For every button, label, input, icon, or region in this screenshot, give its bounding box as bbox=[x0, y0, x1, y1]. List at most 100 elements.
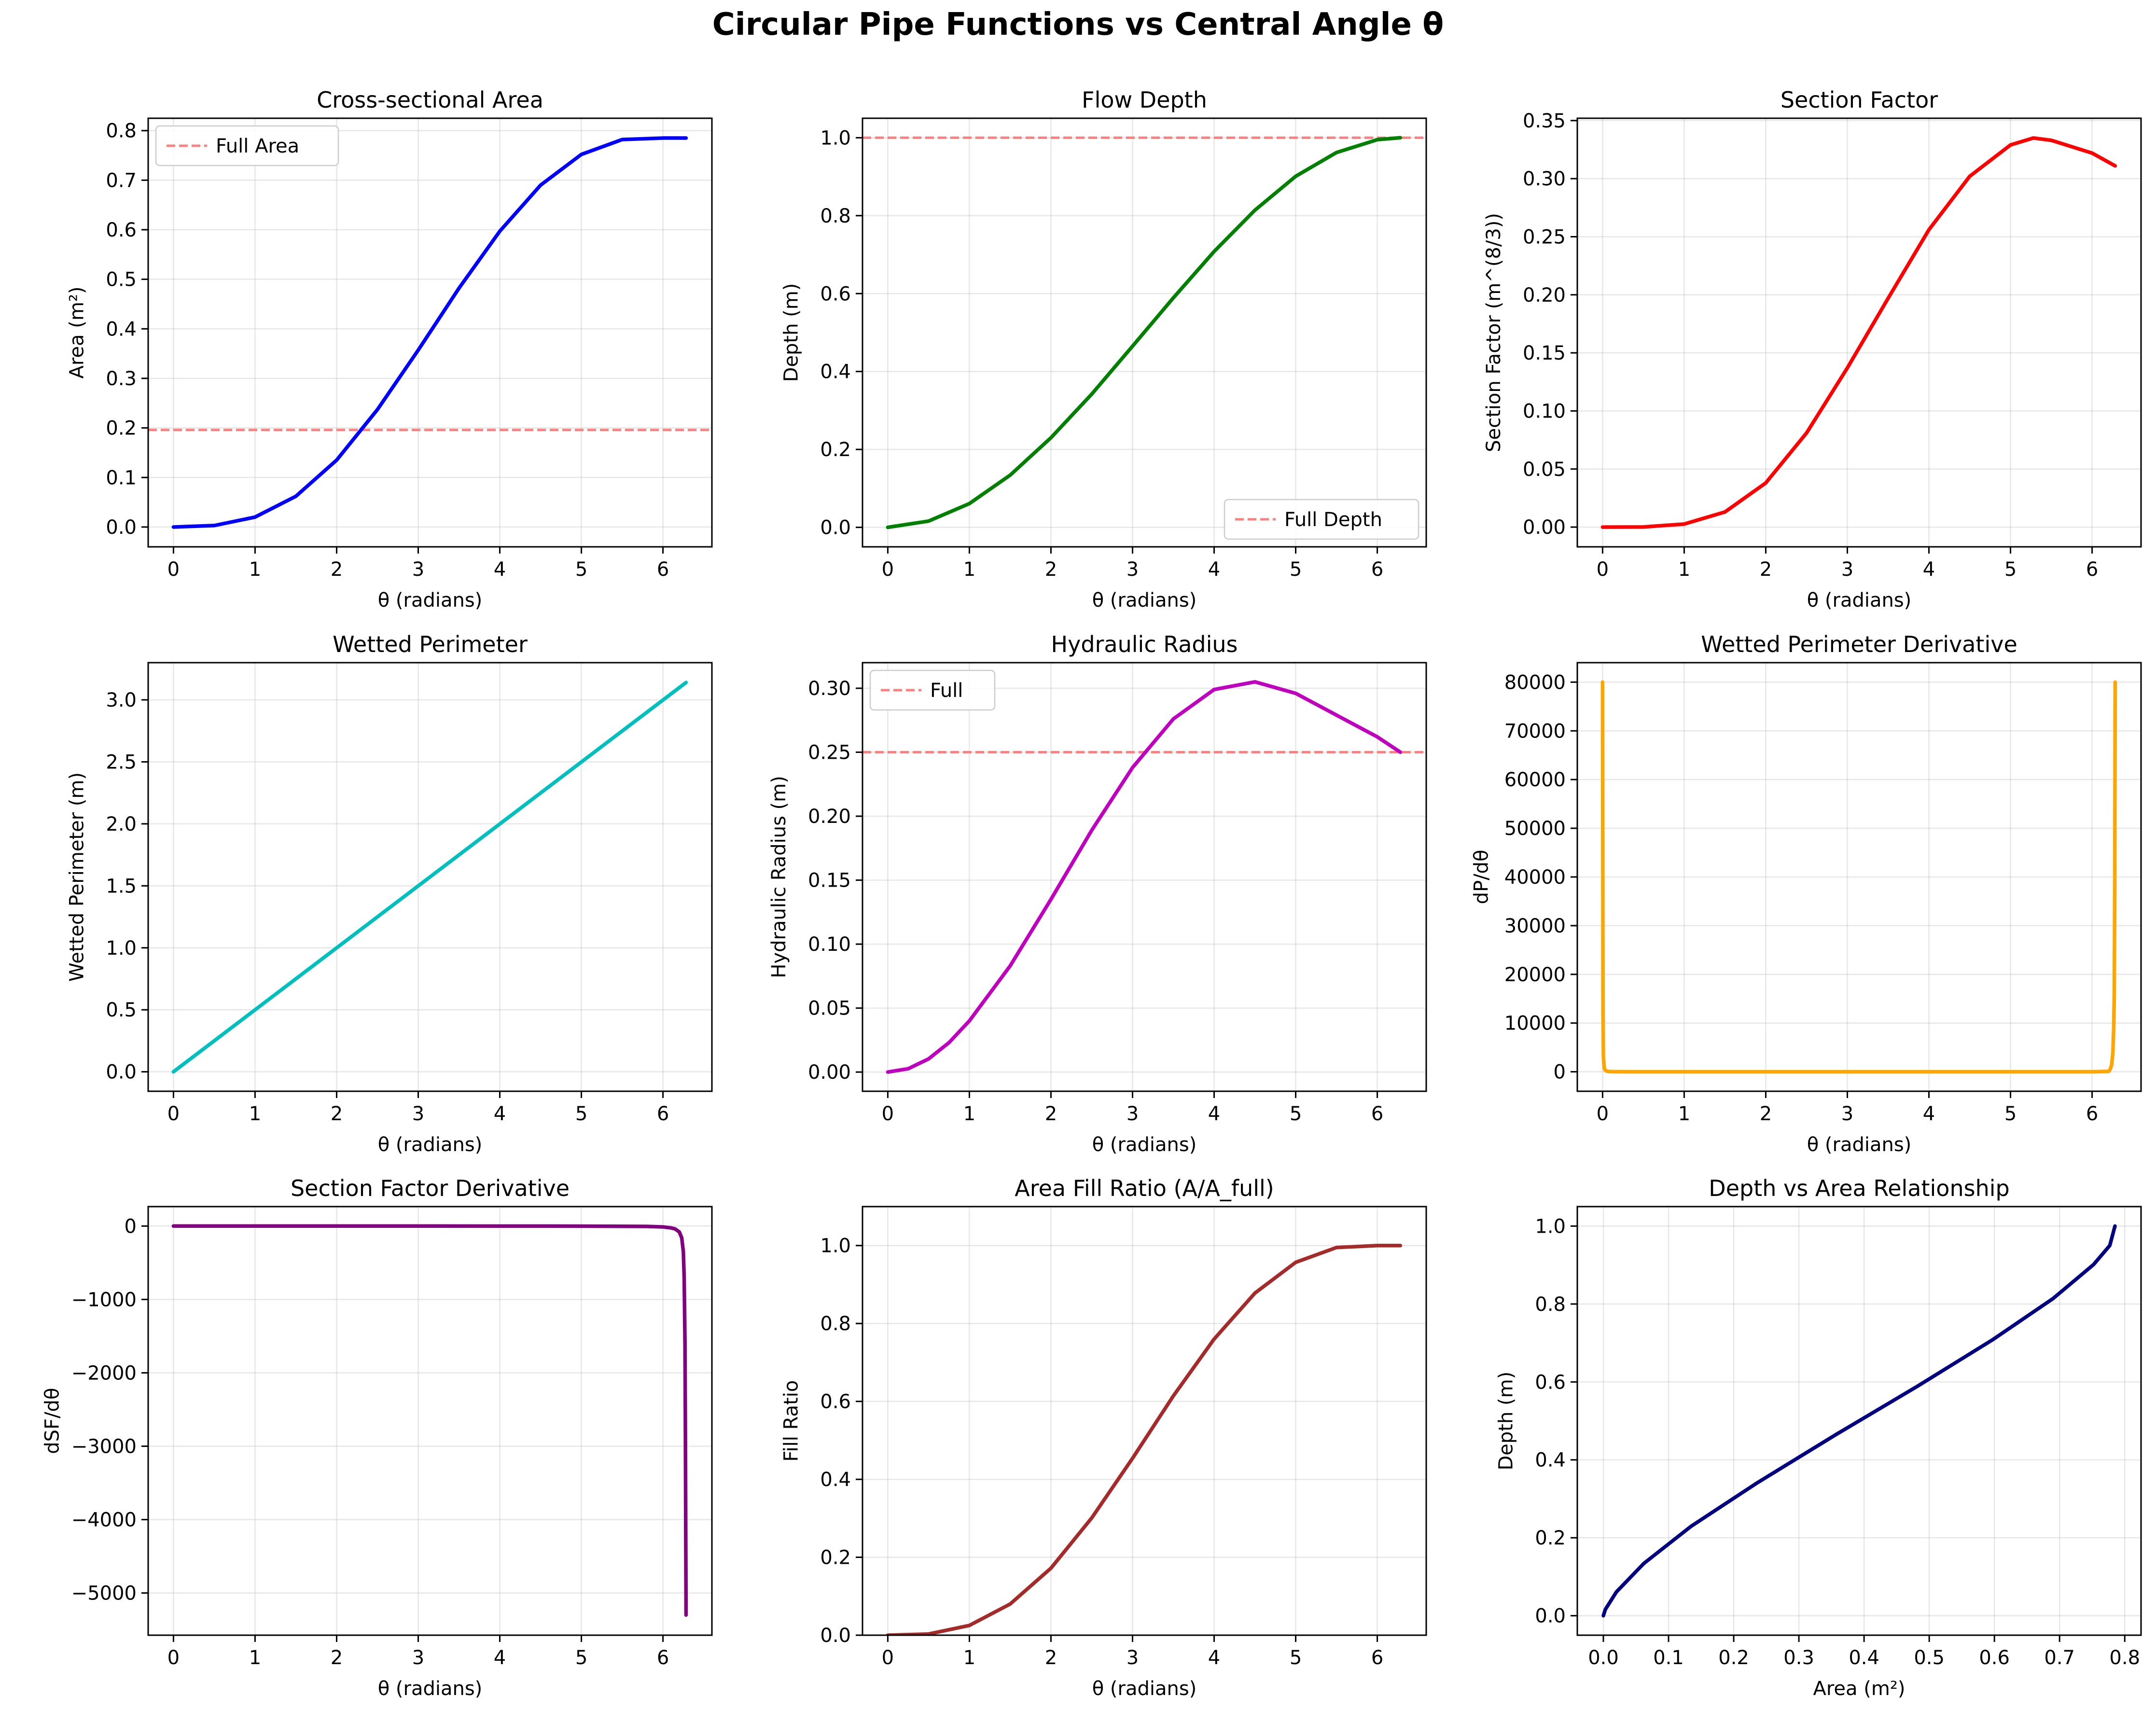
x-axis-label: θ (radians) bbox=[378, 589, 483, 612]
x-tick-label: 0 bbox=[882, 1647, 894, 1669]
y-tick-label: 1.5 bbox=[106, 875, 137, 897]
series-line bbox=[1600, 136, 2117, 529]
legend-label: Full Depth bbox=[1284, 509, 1382, 531]
x-axis-label: θ (radians) bbox=[1092, 1678, 1197, 1700]
y-tick-label: 0 bbox=[125, 1215, 137, 1237]
x-tick-label: 0.8 bbox=[2109, 1647, 2140, 1669]
y-tick-label: 0.6 bbox=[820, 283, 851, 305]
subplot-9: 0.0 0.1 0.2 0.3 0.4 0.5 0.6 0.7 0.8 0.0 0.2 0.4 0.6 0… bbox=[1495, 1175, 2142, 1700]
y-tick-label: 0.35 bbox=[1523, 110, 1566, 132]
y-tick-label: 0.05 bbox=[808, 998, 851, 1020]
subplot-title: Hydraulic Radius bbox=[1051, 631, 1238, 657]
plot-area bbox=[886, 1243, 1403, 1635]
x-tick-label: 2 bbox=[1045, 1103, 1057, 1125]
y-tick-label: 0.2 bbox=[106, 417, 137, 440]
x-axis-label: θ (radians) bbox=[378, 1678, 483, 1700]
y-tick-label: 1.0 bbox=[820, 127, 851, 149]
x-tick-label: 5 bbox=[1290, 1647, 1302, 1669]
y-tick-label: 2.5 bbox=[106, 751, 137, 773]
x-tick-label: 0.3 bbox=[1783, 1647, 1814, 1669]
x-tick-label: 3 bbox=[412, 1647, 424, 1669]
x-tick-label: 6 bbox=[2086, 558, 2098, 581]
y-tick-label: 0.25 bbox=[808, 742, 851, 764]
y-tick-label: 0.3 bbox=[106, 368, 137, 390]
y-axis-label: dSF/dθ bbox=[42, 1388, 64, 1454]
y-tick-label: 0.4 bbox=[820, 361, 851, 383]
plot-area bbox=[1600, 680, 2117, 1074]
y-tick-label: 0.8 bbox=[1535, 1293, 1566, 1316]
subplot-title: Depth vs Area Relationship bbox=[1709, 1175, 2009, 1201]
x-tick-label: 4 bbox=[494, 558, 506, 581]
x-tick-label: 4 bbox=[1208, 558, 1220, 581]
y-tick-label: 0.8 bbox=[820, 1313, 851, 1335]
x-tick-label: 4 bbox=[494, 1647, 506, 1669]
x-tick-label: 3 bbox=[1127, 1647, 1139, 1669]
x-tick-label: 0 bbox=[167, 558, 180, 581]
y-tick-label: 0.4 bbox=[106, 318, 137, 340]
y-tick-label: 0.4 bbox=[820, 1469, 851, 1491]
x-tick-label: 0 bbox=[1597, 1103, 1609, 1125]
y-axis-label: Depth (m) bbox=[780, 283, 803, 382]
y-tick-label: 0.1 bbox=[106, 467, 137, 489]
legend-label: Full Area bbox=[216, 135, 299, 157]
y-tick-label: 0.30 bbox=[808, 678, 851, 700]
y-tick-label: 80000 bbox=[1504, 671, 1566, 694]
x-tick-label: 1 bbox=[963, 1647, 975, 1669]
subplot-title: Section Factor bbox=[1780, 87, 1938, 113]
y-tick-label: 0.6 bbox=[1535, 1371, 1566, 1393]
y-tick-label: 0.20 bbox=[808, 806, 851, 828]
subplot-5: 0 1 2 3 4 5 6 0.00 0.05 0.10 0.15 0.20 0.25 0.30 Hydra… bbox=[768, 631, 1427, 1156]
x-tick-label: 3 bbox=[1127, 558, 1139, 581]
x-tick-label: 6 bbox=[1371, 558, 1383, 581]
x-tick-label: 0.7 bbox=[2044, 1647, 2075, 1669]
series-line bbox=[171, 136, 688, 529]
axes-frame bbox=[147, 117, 713, 548]
x-tick-label: 0 bbox=[1597, 558, 1609, 581]
x-tick-label: 3 bbox=[412, 1103, 424, 1125]
x-tick-label: 4 bbox=[1208, 1103, 1220, 1125]
x-tick-label: 0 bbox=[167, 1647, 180, 1669]
y-tick-label: 3.0 bbox=[106, 689, 137, 711]
y-axis-label: Section Factor (m^(8/3)) bbox=[1483, 213, 1505, 452]
y-tick-label: 0.6 bbox=[106, 219, 137, 241]
y-tick-label: 0.0 bbox=[820, 1625, 851, 1647]
x-axis-label: θ (radians) bbox=[1807, 589, 1912, 612]
axes-frame bbox=[1576, 117, 2142, 548]
x-tick-label: 0 bbox=[167, 1103, 180, 1125]
y-tick-label: 0.00 bbox=[808, 1061, 851, 1084]
x-tick-label: 4 bbox=[1923, 1103, 1935, 1125]
y-tick-label: 0.10 bbox=[1523, 400, 1566, 422]
x-tick-label: 0 bbox=[882, 1103, 894, 1125]
axes-frame bbox=[147, 1206, 713, 1636]
x-tick-label: 0.6 bbox=[1979, 1647, 2010, 1669]
plot-area bbox=[1601, 1224, 2117, 1618]
x-tick-label: 2 bbox=[1760, 1103, 1772, 1125]
legend: Full Depth bbox=[1224, 499, 1419, 540]
plot-area bbox=[862, 136, 1426, 529]
legend-box bbox=[155, 125, 339, 167]
x-tick-label: 1 bbox=[963, 1103, 975, 1125]
x-axis-label: θ (radians) bbox=[1092, 589, 1197, 612]
y-tick-label: 0.10 bbox=[808, 933, 851, 956]
y-tick-label: 0.15 bbox=[808, 870, 851, 892]
subplot-7: 0 1 2 3 4 5 6 0 −1000 −2000 −3000 −4000 −5000 Section… bbox=[42, 1175, 713, 1700]
legend-box bbox=[869, 669, 996, 711]
y-tick-label: 0.0 bbox=[106, 516, 137, 539]
series-line bbox=[886, 1243, 1403, 1635]
y-tick-label: 30000 bbox=[1504, 915, 1566, 937]
plot-area bbox=[1600, 136, 2117, 529]
x-tick-label: 1 bbox=[1678, 1103, 1690, 1125]
x-axis-label: θ (radians) bbox=[378, 1134, 483, 1156]
x-tick-label: 3 bbox=[1127, 1103, 1139, 1125]
x-tick-label: 1 bbox=[963, 558, 975, 581]
subplot-title: Wetted Perimeter bbox=[333, 631, 528, 657]
y-tick-label: 20000 bbox=[1504, 964, 1566, 986]
y-tick-label: −1000 bbox=[71, 1289, 137, 1311]
y-tick-label: 0.5 bbox=[106, 269, 137, 291]
y-tick-label: −4000 bbox=[71, 1509, 137, 1531]
x-tick-label: 3 bbox=[412, 558, 424, 581]
x-tick-label: 3 bbox=[1841, 558, 1853, 581]
x-tick-label: 2 bbox=[331, 1103, 343, 1125]
